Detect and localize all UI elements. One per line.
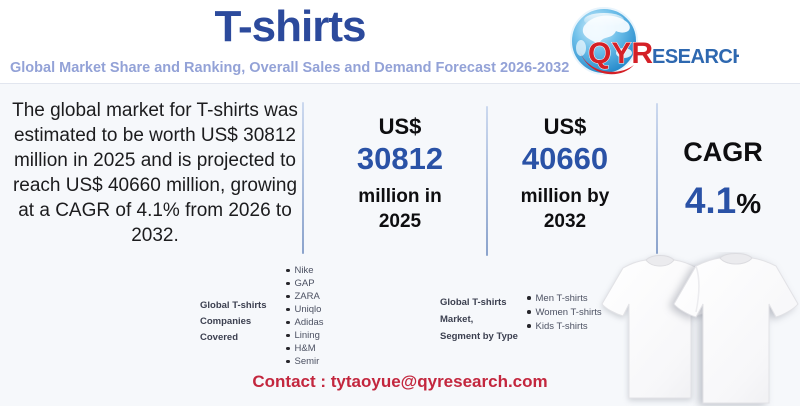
stat-value-2025: 30812 — [356, 141, 444, 176]
bullet-icon — [286, 346, 290, 351]
page-subtitle: Global Market Share and Ranking, Overall… — [10, 60, 570, 76]
company-name: GAP — [294, 278, 315, 289]
qyresearch-logo: QYR ESEARCH — [564, 4, 747, 80]
market-summary-text: The global market for T-shirts was estim… — [12, 100, 298, 246]
segment-name: Men T-shirts — [535, 292, 588, 304]
segment-label-line2: Segment by Type — [440, 331, 518, 342]
contact-email[interactable]: Contact : tytaoyue@qyresearch.com — [252, 372, 548, 391]
list-item: Men T-shirts — [527, 291, 602, 305]
company-name: Nike — [294, 265, 314, 276]
company-name: ZARA — [294, 291, 320, 302]
list-item: Semir — [286, 355, 324, 368]
divider-line — [656, 103, 658, 254]
stat-currency: US$ — [543, 114, 587, 139]
segment-name: Kids T-shirts — [535, 320, 588, 332]
bullet-icon — [286, 268, 290, 273]
page-title: T-shirts — [214, 2, 367, 51]
list-item: Adidas — [286, 316, 324, 329]
cagr-value-row: 4.1% — [660, 180, 786, 222]
cagr-block: CAGR 4.1% — [660, 136, 786, 222]
bullet-icon — [286, 281, 290, 286]
stat-unit: million in 2025 — [330, 184, 470, 234]
bullet-icon — [286, 333, 290, 338]
bullet-icon — [286, 307, 290, 312]
main-content: The global market for T-shirts was estim… — [0, 84, 800, 406]
list-item: ZARA — [286, 290, 324, 303]
company-name: Lining — [294, 330, 320, 341]
cagr-label: CAGR — [683, 137, 763, 167]
bullet-icon — [286, 359, 290, 364]
stat-unit-line2: 2025 — [378, 211, 422, 232]
stat-2025: US$ 30812 million in 2025 — [330, 114, 470, 234]
list-item: Nike — [286, 264, 324, 277]
stat-currency: US$ — [378, 114, 422, 139]
companies-label-line1: Global T-shirts — [200, 300, 267, 311]
stat-value-2032: 40660 — [521, 141, 609, 176]
list-item: Women T-shirts — [527, 305, 602, 319]
list-item: Kids T-shirts — [527, 319, 602, 333]
divider-line — [302, 102, 304, 254]
stat-unit-line1: million in — [358, 186, 442, 207]
list-item: Lining — [286, 329, 324, 342]
segment-name: Women T-shirts — [535, 306, 602, 318]
list-item: H&M — [286, 342, 324, 355]
logo-text-research: ESEARCH — [652, 46, 739, 68]
list-item: GAP — [286, 277, 324, 290]
bullet-icon — [527, 324, 531, 328]
stat-unit: million by 2032 — [495, 184, 635, 234]
logo-text-qyr: QYR — [588, 37, 653, 70]
segment-by-type-label: Global T-shirts Market, Segment by Type — [440, 294, 540, 345]
list-item: Uniqlo — [286, 303, 324, 316]
company-name: Adidas — [294, 317, 324, 328]
company-name: H&M — [294, 343, 316, 354]
cagr-percent-sign: % — [736, 188, 762, 219]
bullet-icon — [286, 320, 290, 325]
bullet-icon — [286, 294, 290, 299]
companies-covered-label: Global T-shirts Companies Covered — [200, 298, 290, 346]
divider-line — [486, 106, 488, 256]
globe-icon: QYR ESEARCH — [570, 7, 747, 75]
companies-list: Nike GAP ZARA Uniqlo Adidas Lining H&M S… — [286, 264, 324, 368]
stat-2032: US$ 40660 million by 2032 — [495, 114, 635, 234]
segment-label-line1: Global T-shirts Market, — [440, 297, 507, 325]
bullet-icon — [527, 310, 531, 314]
company-name: Uniqlo — [294, 304, 322, 315]
company-name: Semir — [294, 356, 320, 367]
stat-unit-line1: million by — [520, 186, 610, 207]
header: T-shirts Global Market Share and Ranking… — [0, 0, 800, 84]
stat-unit-line2: 2032 — [543, 211, 587, 232]
tshirts-image — [601, 253, 799, 404]
cagr-value: 4.1 — [684, 180, 737, 221]
segment-list: Men T-shirts Women T-shirts Kids T-shirt… — [527, 291, 602, 333]
bullet-icon — [527, 296, 531, 300]
companies-label-line2: Companies Covered — [200, 316, 252, 343]
